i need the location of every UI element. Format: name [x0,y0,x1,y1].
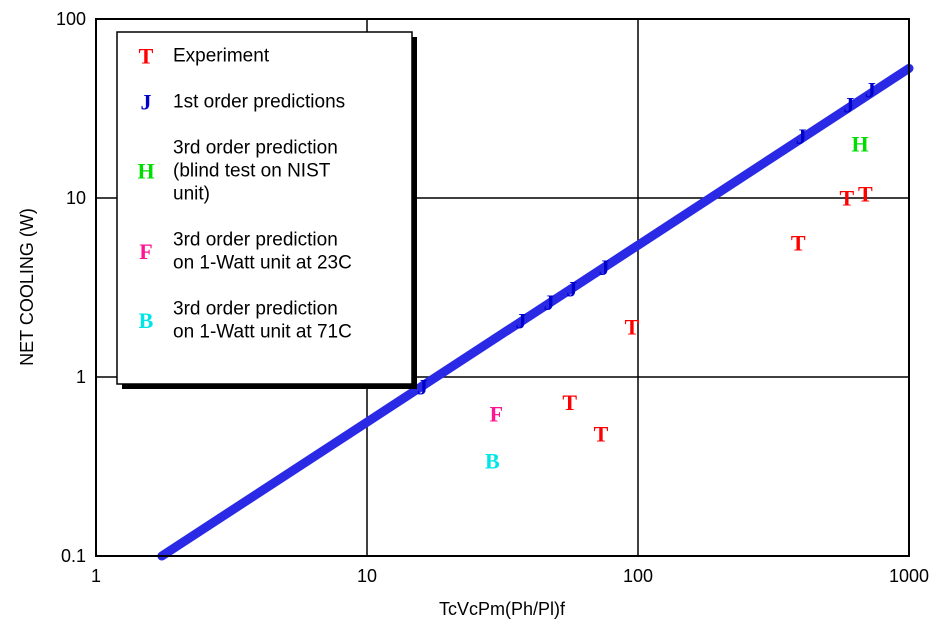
legend-label: on 1-Watt unit at 71C [173,322,352,343]
x-tick-label: 1000 [889,566,929,586]
x-axis-label: TcVcPm(Ph/Pl)f [439,599,566,619]
data-point-T: T [858,182,873,207]
prediction-line [157,63,914,561]
legend-label: (blind test on NIST [173,161,331,182]
y-tick-label: 100 [56,9,86,29]
legend-label: unit) [173,184,210,205]
legend: T Experiment J 1st order predictions H 3rd or… [116,31,417,389]
legend-label: 3rd order prediction [173,138,338,159]
data-point-J: J [544,290,555,315]
x-tick-label: 10 [357,566,377,586]
y-tick-label: 0.1 [61,546,86,566]
data-point-J: J [417,374,428,399]
x-tick-label: 1 [91,566,101,586]
legend-label: 1st order predictions [173,92,345,113]
data-point-J: J [865,78,876,103]
data-point-H: H [852,132,869,157]
legend-marker: F [139,239,152,264]
data-point-J: J [515,309,526,334]
plot-frame [95,18,910,557]
data-point-T: T [791,231,806,256]
data-point-J: J [843,93,854,118]
data-point-J: J [796,124,807,149]
legend-marker: B [139,308,154,333]
data-point-J: J [599,255,610,280]
y-tick-label: 10 [66,188,86,208]
data-point-T: T [625,315,640,340]
series-lines [157,63,914,561]
legend-label: 3rd order prediction [173,299,338,320]
legend-marker: J [141,90,152,115]
legend-items: T Experiment J 1st order predictions H 3rd or… [137,44,351,343]
y-tick-label: 1 [76,367,86,387]
data-point-T: T [562,390,577,415]
legend-label: 3rd order prediction [173,230,338,251]
data-point-J: J [566,277,577,302]
data-point-B: B [485,448,500,473]
legend-marker: T [139,44,154,69]
legend-label: Experiment [173,46,270,67]
data-point-T: T [594,422,609,447]
legend-label: on 1-Watt unit at 23C [173,253,352,274]
legend-marker: H [137,159,154,184]
y-axis-label: NET COOLING (W) [17,208,37,366]
legend-box [116,31,413,385]
data-point-F: F [490,402,503,427]
x-tick-label: 100 [623,566,653,586]
data-point-T: T [840,186,855,211]
